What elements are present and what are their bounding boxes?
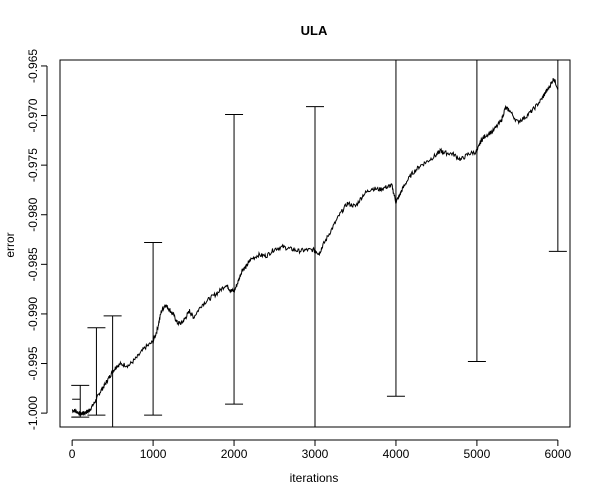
y-tick-label: -0.975 (26, 148, 40, 182)
y-axis-title: error (3, 232, 17, 257)
x-tick-label: 0 (69, 447, 76, 461)
x-tick-label: 1000 (140, 447, 167, 461)
x-tick-label: 2000 (221, 447, 248, 461)
x-tick-label: 5000 (464, 447, 491, 461)
y-tick-label: -0.965 (26, 49, 40, 83)
y-tick-label: -1.000 (26, 396, 40, 430)
y-tick-label: -0.995 (26, 346, 40, 380)
y-tick-label: -0.985 (26, 247, 40, 281)
x-tick-label: 4000 (383, 447, 410, 461)
y-axis: -1.000 -0.995 -0.990 -0.985 -0.980 -0.975 -0.9… (26, 49, 48, 430)
y-tick-label: -0.970 (26, 98, 40, 132)
y-tick-label: -0.980 (26, 197, 40, 231)
x-axis-title: iterations (290, 471, 339, 485)
chart-title: ULA (301, 23, 328, 38)
x-tick-label: 3000 (302, 447, 329, 461)
x-axis: 0 1000 2000 3000 4000 5000 6000 (69, 439, 572, 461)
series-line (71, 78, 559, 416)
y-tick-label: -0.990 (26, 297, 40, 331)
x-tick-label: 6000 (545, 447, 572, 461)
error-bars (71, 59, 567, 428)
